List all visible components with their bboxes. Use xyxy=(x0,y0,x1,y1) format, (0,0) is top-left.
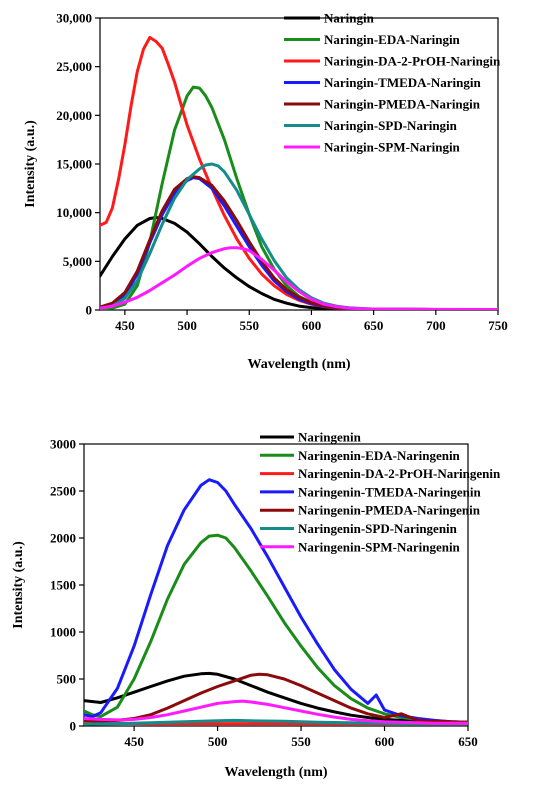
series-line-5 xyxy=(84,672,468,724)
y-tick-label: 0 xyxy=(70,719,77,734)
legend-entry: Naringin-TMEDA-Naringin xyxy=(324,75,482,90)
chart-1: 0 5,000 10,000 15,000 20,000 25,000 30,000 450 5… xyxy=(23,11,508,373)
series-line-7 xyxy=(84,699,468,725)
legend-entry: Naringin xyxy=(324,11,375,26)
y-tick-label: 25,000 xyxy=(56,59,92,74)
x-tick-label: 650 xyxy=(458,734,478,749)
legend-entry: Naringenin xyxy=(298,430,362,445)
series-line-1 xyxy=(84,671,468,724)
legend-entry: Naringin-SPM-Naringin xyxy=(324,140,461,155)
y-tick-label: 2500 xyxy=(50,484,76,499)
legend-entry: Naringenin-TMEDA-Naringenin xyxy=(298,484,482,499)
legend-entry: Naringin-SPD-Naringin xyxy=(324,118,458,133)
y-axis-label: Intensity (a.u.) xyxy=(23,120,38,208)
x-tick-label: 450 xyxy=(115,318,135,333)
legend-entry: Naringenin-SPD-Naringenin xyxy=(298,521,458,536)
legend-entry: Naringenin-SPM-Naringenin xyxy=(298,539,461,554)
series-line-6 xyxy=(100,162,498,310)
x-tick-label: 550 xyxy=(291,734,311,749)
legend-entry: Naringenin-PMEDA-Naringenin xyxy=(298,503,481,518)
y-tick-label: 500 xyxy=(57,672,77,687)
x-tick-label: 500 xyxy=(208,734,228,749)
y-tick-label: 10,000 xyxy=(56,205,92,220)
legend-entry: Naringin-DA-2-PrOH-Naringin xyxy=(324,54,501,69)
x-tick-label: 700 xyxy=(426,318,446,333)
x-tick-label: 550 xyxy=(240,318,260,333)
x-tick-label: 600 xyxy=(302,318,322,333)
x-tick-label: 650 xyxy=(364,318,384,333)
y-tick-label: 1500 xyxy=(50,578,76,593)
y-axis-label: Intensity (a.u.) xyxy=(11,541,26,629)
y-tick-label: 2000 xyxy=(50,531,76,546)
x-tick-label: 600 xyxy=(375,734,395,749)
legend-entry: Naringin-PMEDA-Naringin xyxy=(324,97,481,112)
x-tick-label: 500 xyxy=(177,318,197,333)
x-tick-label: 450 xyxy=(124,734,144,749)
y-tick-label: 1000 xyxy=(50,625,76,640)
legend-entry: Naringin-EDA-Naringin xyxy=(324,32,461,47)
legend: Naringin Naringin-EDA-Naringin Naringin-DA… xyxy=(284,11,501,155)
y-tick-label: 3000 xyxy=(50,437,76,452)
series-line-4 xyxy=(84,478,468,724)
series-line-7 xyxy=(100,246,498,310)
x-axis-label: Wavelength (nm) xyxy=(247,357,350,372)
legend-entry: Naringenin-DA-2-PrOH-Naringenin xyxy=(298,466,501,481)
y-tick-label: 5,000 xyxy=(63,254,92,269)
x-axis-label: Wavelength (nm) xyxy=(224,765,327,780)
y-tick-label: 20,000 xyxy=(56,108,92,123)
x-tick-label: 750 xyxy=(488,318,508,333)
legend-entry: Naringenin-EDA-Naringenin xyxy=(298,448,461,463)
y-tick-label: 0 xyxy=(86,303,93,318)
y-tick-label: 15,000 xyxy=(56,157,92,172)
y-tick-label: 30,000 xyxy=(56,11,92,26)
chart-2: 0 500 1000 1500 2000 2500 3000 450 500 550 600 650 W… xyxy=(11,430,501,781)
legend: Naringenin Naringenin-EDA-Naringenin Narin… xyxy=(260,430,501,554)
